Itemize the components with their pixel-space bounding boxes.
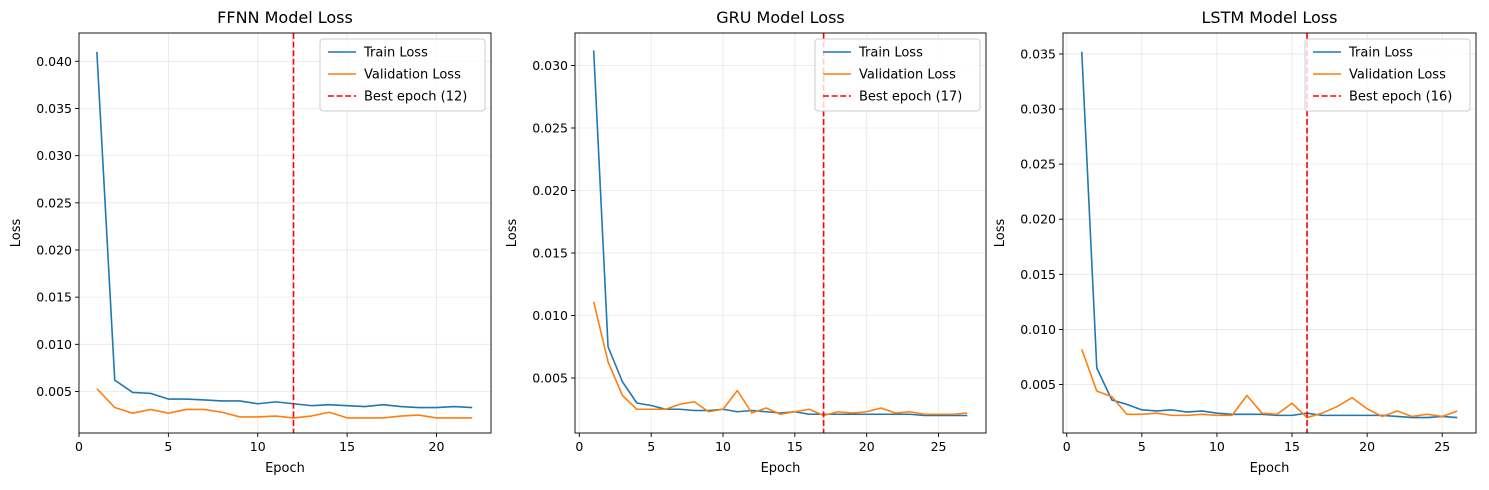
x-tick-label: 25: [1434, 439, 1450, 454]
y-tick-label: 0.025: [532, 121, 568, 136]
y-tick-label: 0.025: [36, 195, 72, 210]
x-tick-label: 10: [1209, 439, 1225, 454]
y-tick-label: 0.020: [1020, 212, 1056, 227]
validation-loss-line: [592, 301, 968, 417]
y-tick-label: 0.005: [36, 384, 72, 399]
legend-train-loss-label: Train Loss: [363, 46, 428, 61]
train-loss-line: [592, 50, 968, 417]
x-tick-label: 5: [647, 439, 655, 454]
y-tick-label: 0.030: [36, 148, 72, 163]
legend-best-epoch-label: Best epoch (16): [1349, 90, 1452, 105]
chart-panel-3: 0 5 10 15 20 25 0.005 0.010 0.015 0.020 0.025 0.030…: [993, 8, 1477, 476]
chart-panel-2: 0 5 10 15 20 25 0.005 0.010 0.015 0.020 0.025 0.030…: [505, 8, 987, 476]
train-loss-line: [96, 51, 473, 409]
plot-area: [592, 33, 968, 433]
plot-area: [96, 33, 473, 433]
legend-validation-loss-label: Validation Loss: [1349, 68, 1446, 83]
axes-frame: [1062, 32, 1477, 434]
plot-area: [1080, 33, 1458, 433]
legend-best-epoch-label: Best epoch (12): [364, 90, 467, 105]
chart-panel-1: 0 5 10 15 20 0.005 0.010 0.015 0.020 0.025 0.030 0.…: [9, 8, 492, 476]
y-tick-label: 0.035: [36, 101, 72, 116]
y-axis-label: Loss: [9, 219, 24, 248]
y-tick-label: 0.040: [36, 54, 72, 69]
x-tick-label: 15: [339, 439, 355, 454]
y-tick-label: 0.015: [36, 290, 72, 305]
y-tick-label: 0.015: [1020, 267, 1056, 282]
y-tick-label: 0.030: [532, 58, 568, 73]
legend-box: [319, 38, 486, 112]
x-tick-label: 0: [575, 439, 583, 454]
y-tick-label: 0.025: [1020, 157, 1056, 172]
legend-validation-loss-label: Validation Loss: [859, 68, 956, 83]
y-axis-label: Loss: [993, 219, 1008, 248]
x-tick-label: 10: [250, 439, 266, 454]
x-tick-label: 5: [164, 439, 172, 454]
chart-title: LSTM Model Loss: [1202, 8, 1338, 27]
axes-frame: [78, 32, 492, 434]
x-axis-label: Epoch: [1250, 461, 1290, 476]
y-axis-label: Loss: [505, 219, 520, 248]
y-tick-label: 0.030: [1020, 102, 1056, 117]
chart-title: GRU Model Loss: [716, 8, 845, 27]
y-tick-label: 0.035: [1020, 46, 1056, 61]
y-tick-label: 0.020: [532, 183, 568, 198]
legend-validation-loss-label: Validation Loss: [364, 68, 461, 83]
validation-loss-line: [1081, 348, 1458, 419]
legend: Train Loss Validation Loss Best epoch (16): [1304, 38, 1471, 112]
x-tick-label: 10: [715, 439, 731, 454]
x-tick-label: 20: [1359, 439, 1375, 454]
legend: Train Loss Validation Loss Best epoch (12): [319, 38, 486, 112]
y-tick-label: 0.005: [532, 371, 568, 386]
train-loss-line: [1080, 51, 1458, 419]
x-tick-label: 15: [1284, 439, 1300, 454]
x-tick-label: 20: [859, 439, 875, 454]
validation-loss-line: [96, 388, 473, 419]
legend-best-epoch-label: Best epoch (17): [859, 90, 962, 105]
y-tick-label: 0.005: [1020, 377, 1056, 392]
y-tick-label: 0.020: [36, 242, 72, 257]
y-tick-label: 0.010: [36, 337, 72, 352]
y-tick-label: 0.010: [532, 308, 568, 323]
axes-frame: [574, 32, 987, 434]
x-tick-label: 0: [1063, 439, 1071, 454]
x-tick-label: 15: [787, 439, 803, 454]
y-tick-label: 0.010: [1020, 322, 1056, 337]
x-tick-label: 5: [1138, 439, 1146, 454]
x-axis-label: Epoch: [761, 461, 801, 476]
legend-train-loss-label: Train Loss: [1348, 46, 1413, 61]
x-tick-label: 25: [931, 439, 947, 454]
legend-train-loss-label: Train Loss: [858, 46, 923, 61]
chart-title: FFNN Model Loss: [217, 8, 353, 27]
legend-box: [814, 38, 981, 112]
y-tick-label: 0.015: [532, 246, 568, 261]
x-tick-label: 0: [75, 439, 83, 454]
legend-box: [1304, 38, 1471, 112]
legend: Train Loss Validation Loss Best epoch (17): [814, 38, 981, 112]
x-tick-label: 20: [429, 439, 445, 454]
x-axis-label: Epoch: [265, 461, 305, 476]
